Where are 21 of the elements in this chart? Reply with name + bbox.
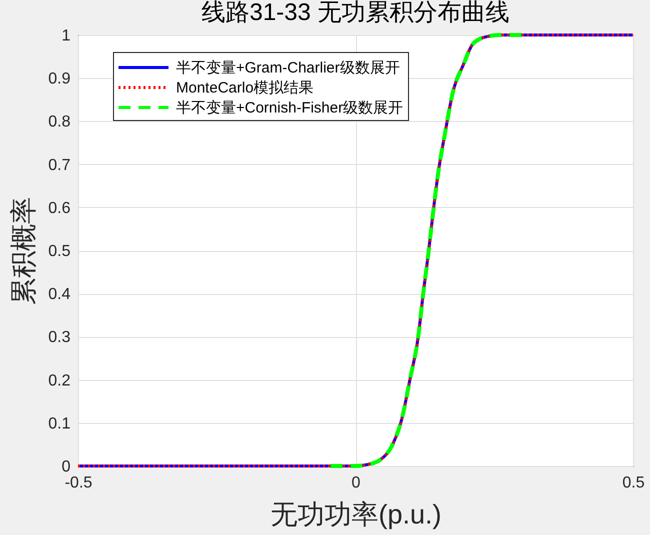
- y-tick-label: 0.2: [48, 372, 71, 390]
- y-tick-label: 0.4: [48, 286, 71, 304]
- legend-label: 半不变量+Cornish-Fisher级数展开: [176, 100, 404, 116]
- legend-label: 半不变量+Gram-Charlier级数展开: [176, 60, 400, 76]
- chart-title: 线路31-33 无功累积分布曲线: [201, 0, 510, 26]
- line-series: [76, 34, 634, 468]
- legend-label: MonteCarlo模拟结果: [176, 80, 314, 96]
- x-tick-label: 0: [352, 474, 361, 492]
- y-tick-label: 0.9: [48, 70, 71, 88]
- y-tick-label: 0.1: [48, 415, 71, 432]
- x-tick-label: -0.5: [64, 474, 92, 492]
- y-tick-label: 0.6: [48, 200, 71, 217]
- y-axis-title: 累积概率: [8, 197, 38, 305]
- y-tick-label: 1: [62, 28, 71, 44]
- x-tick-label: 0.5: [622, 474, 645, 492]
- y-tick-label: 0.7: [48, 156, 71, 174]
- x-axis-title: 无功功率(p.u.): [270, 500, 442, 530]
- y-tick-label: 0.8: [48, 114, 71, 131]
- y-tick-label: 0.5: [48, 243, 71, 260]
- y-tick-label: 0: [62, 458, 71, 476]
- y-tick-label: 0.3: [48, 329, 71, 346]
